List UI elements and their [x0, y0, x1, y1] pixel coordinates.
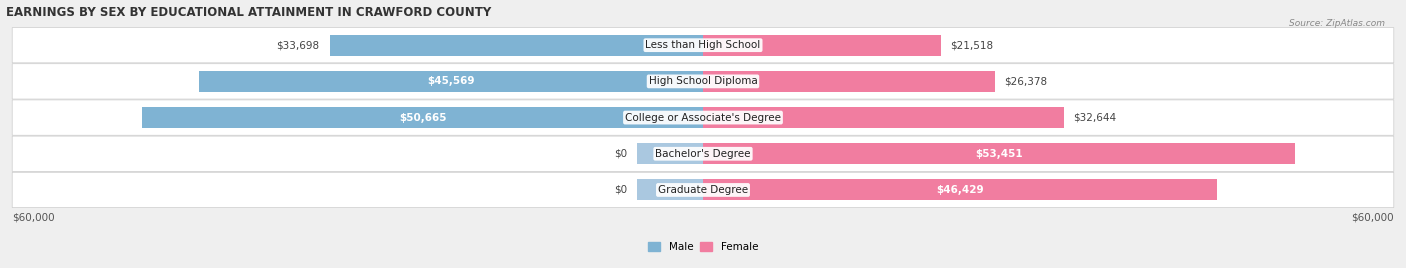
Bar [703, 107, 1064, 128]
FancyBboxPatch shape [13, 100, 1393, 135]
Text: Bachelor's Degree: Bachelor's Degree [655, 149, 751, 159]
Text: Graduate Degree: Graduate Degree [658, 185, 748, 195]
Text: $0: $0 [614, 185, 627, 195]
Bar [703, 71, 995, 92]
Bar [703, 180, 1218, 200]
Text: $32,644: $32,644 [1073, 113, 1116, 122]
Text: College or Associate's Degree: College or Associate's Degree [626, 113, 780, 122]
Text: $46,429: $46,429 [936, 185, 984, 195]
Bar [198, 71, 703, 92]
Text: $21,518: $21,518 [950, 40, 993, 50]
Text: $60,000: $60,000 [13, 213, 55, 222]
Text: $45,569: $45,569 [427, 76, 474, 86]
Text: High School Diploma: High School Diploma [648, 76, 758, 86]
Text: $60,000: $60,000 [1351, 213, 1393, 222]
Text: $50,665: $50,665 [399, 113, 446, 122]
Legend: Male, Female: Male, Female [644, 238, 762, 256]
Text: Less than High School: Less than High School [645, 40, 761, 50]
FancyBboxPatch shape [13, 136, 1393, 172]
Bar [330, 35, 703, 56]
Bar [703, 143, 1295, 164]
Text: $53,451: $53,451 [974, 149, 1022, 159]
Bar [637, 143, 703, 164]
FancyBboxPatch shape [13, 28, 1393, 63]
Text: $33,698: $33,698 [276, 40, 319, 50]
Bar [142, 107, 703, 128]
FancyBboxPatch shape [13, 172, 1393, 208]
Bar [703, 35, 941, 56]
Text: $26,378: $26,378 [1004, 76, 1047, 86]
Text: $0: $0 [614, 149, 627, 159]
Text: EARNINGS BY SEX BY EDUCATIONAL ATTAINMENT IN CRAWFORD COUNTY: EARNINGS BY SEX BY EDUCATIONAL ATTAINMEN… [6, 6, 491, 18]
Bar [637, 180, 703, 200]
Text: Source: ZipAtlas.com: Source: ZipAtlas.com [1289, 19, 1385, 28]
FancyBboxPatch shape [13, 64, 1393, 99]
